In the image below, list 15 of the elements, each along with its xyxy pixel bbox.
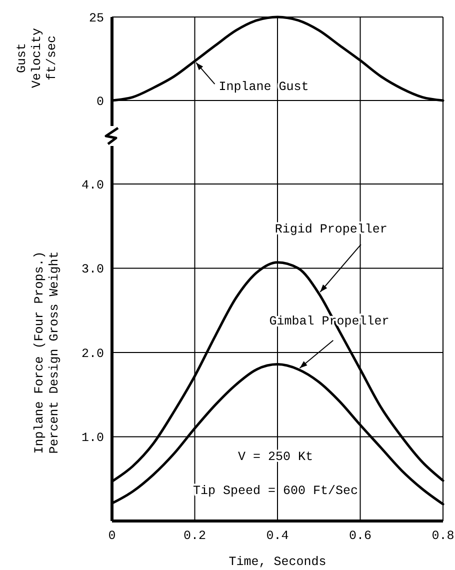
x-tick-label: 0.2: [183, 529, 206, 543]
x-tick-label: 0.8: [432, 529, 454, 543]
y-tick-label: 25: [88, 11, 104, 26]
y-tick-label: 1.0: [81, 431, 104, 446]
y-axis-title: Inplane Force (Four Props.) Percent Design Gross Weight: [32, 251, 62, 454]
x-axis-title: Time, Seconds: [228, 555, 326, 569]
x-tick-label: 0.6: [348, 529, 372, 543]
y-tick-label: 4.0: [81, 178, 104, 192]
y-axis-title: Gust Velocity ft/sec: [15, 28, 59, 88]
y-tick-label: 3.0: [81, 262, 104, 277]
text: Inplane Gust: [218, 80, 309, 94]
y-tick-label: 0: [96, 94, 104, 109]
y-tick-label: 2.0: [81, 346, 104, 361]
x-tick-label: 0: [108, 529, 116, 543]
x-tick-label: 0.4: [266, 529, 289, 543]
